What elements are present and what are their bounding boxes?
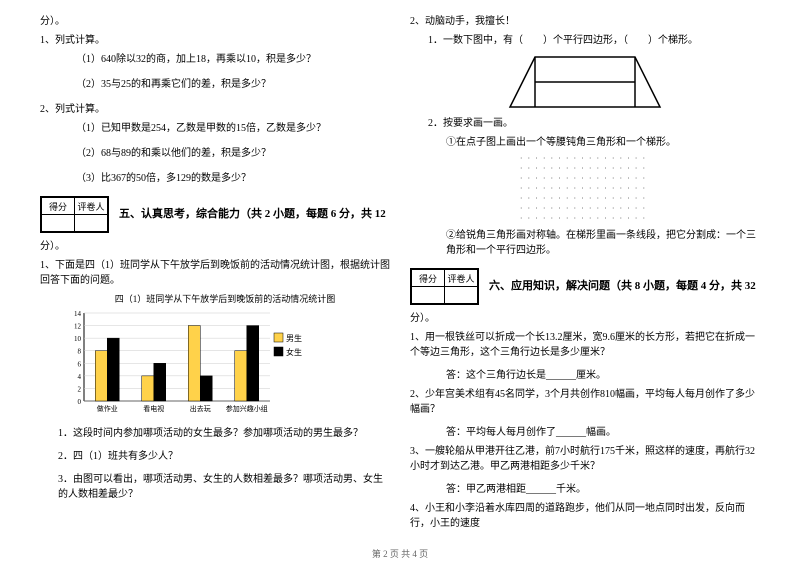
page-footer: 第 2 页 共 4 页 bbox=[0, 545, 800, 560]
q3b: 2．四（1）班共有多少人？ bbox=[40, 449, 390, 464]
q1b: （2）35与25的和再乘它们的差，积是多少？ bbox=[40, 77, 390, 92]
q2: 2、列式计算。 bbox=[40, 102, 390, 117]
svg-text:6: 6 bbox=[78, 360, 82, 368]
score-v2 bbox=[75, 215, 108, 232]
svg-text:12: 12 bbox=[74, 323, 82, 331]
dot-grid: ················· ················· ····… bbox=[475, 154, 695, 224]
svg-text:2: 2 bbox=[78, 385, 82, 393]
page: 分）。 1、列式计算。 （1）640除以32的商，加上18，再乘以10，积是多少… bbox=[0, 0, 800, 545]
p4: 4、小王和小李沿着水库四周的道路跑步，他们从同一地点同时出发，反向而行，小王的速… bbox=[410, 501, 760, 531]
r-q2b: ②给锐角三角形画对称轴。在梯形里画一条线段，把它分割成：一个三角形和一个平行四边… bbox=[410, 228, 760, 258]
r-q1a: 1．一数下图中，有（ ）个平行四边形，（ ）个梯形。 bbox=[410, 33, 760, 48]
score-h1: 得分 bbox=[412, 270, 445, 287]
chart-svg: 0 2 4 6 8 10 12 14 做作业 看电视 出去玩 参加兴趣小组 男生女生 bbox=[60, 309, 320, 419]
text: 分）。 bbox=[410, 311, 760, 326]
svg-text:14: 14 bbox=[74, 310, 82, 318]
chart: 四（1）班同学从下午放学后到晚饭前的活动情况统计图 0 2 4 6 8 10 12 14 做作业… bbox=[60, 292, 390, 422]
q3: 1、下面是四（1）班同学从下午放学后到晚饭前的活动情况统计图，根据统计图回答下面… bbox=[40, 258, 390, 288]
svg-text:10: 10 bbox=[74, 335, 82, 343]
text: 分）。 bbox=[40, 239, 390, 254]
q3a: 1．这段时间内参加哪项活动的女生最多？参加哪项活动的男生最多？ bbox=[40, 426, 390, 441]
chart-title: 四（1）班同学从下午放学后到晚饭前的活动情况统计图 bbox=[60, 292, 390, 305]
q1a: （1）640除以32的商，加上18，再乘以10，积是多少？ bbox=[40, 52, 390, 67]
p2: 2、少年宫美术组有45名同学，3个月共创作810幅画，平均每人每月创作了多少幅画… bbox=[410, 387, 760, 417]
p1: 1、用一根铁丝可以折成一个长13.2厘米，宽9.6厘米的长方形，若把它在折成一个… bbox=[410, 330, 760, 360]
score-h1: 得分 bbox=[42, 198, 75, 215]
svg-text:参加兴趣小组: 参加兴趣小组 bbox=[226, 404, 268, 413]
p1a: 答：这个三角行边长是______厘米。 bbox=[410, 368, 760, 383]
p3: 3、一艘轮船从甲港开往乙港，前7小时航行175千米，照这样的速度，再航行32小时… bbox=[410, 444, 760, 474]
section5-title: 五、认真思考，综合能力（共 2 小题，每题 6 分，共 12 bbox=[119, 205, 386, 221]
svg-text:男生: 男生 bbox=[286, 333, 302, 343]
score-box: 得分评卷人 bbox=[410, 268, 479, 305]
q1: 1、列式计算。 bbox=[40, 33, 390, 48]
r-q2: 2．按要求画一画。 bbox=[410, 116, 760, 131]
r-q2a: ①在点子图上画出一个等腰钝角三角形和一个梯形。 bbox=[410, 135, 760, 150]
q2c: （3）比367的50倍，多129的数是多少？ bbox=[40, 171, 390, 186]
score-box: 得分评卷人 bbox=[40, 196, 109, 233]
svg-text:做作业: 做作业 bbox=[97, 404, 118, 413]
score-v2 bbox=[445, 287, 478, 304]
section6-title: 六、应用知识，解决问题（共 8 小题，每题 4 分，共 32 bbox=[489, 277, 756, 293]
svg-text:8: 8 bbox=[78, 348, 82, 356]
svg-text:看电视: 看电视 bbox=[143, 404, 164, 413]
score-row: 得分评卷人 六、应用知识，解决问题（共 8 小题，每题 4 分，共 32 bbox=[410, 262, 760, 307]
p3a: 答：甲乙两港相距______千米。 bbox=[410, 482, 760, 497]
score-h2: 评卷人 bbox=[445, 270, 478, 287]
q2b: （2）68与89的和乘以他们的差，积是多少？ bbox=[40, 146, 390, 161]
svg-text:4: 4 bbox=[78, 373, 82, 381]
text: 分）。 bbox=[40, 14, 390, 29]
p2a: 答：平均每人每月创作了______幅画。 bbox=[410, 425, 760, 440]
svg-text:出去玩: 出去玩 bbox=[190, 404, 211, 413]
svg-text:女生: 女生 bbox=[286, 347, 302, 357]
svg-text:0: 0 bbox=[78, 398, 82, 406]
left-column: 分）。 1、列式计算。 （1）640除以32的商，加上18，再乘以10，积是多少… bbox=[30, 10, 400, 545]
q2a: （1）已知甲数是254，乙数是甲数的15倍，乙数是多少？ bbox=[40, 121, 390, 136]
q3c: 3．由图可以看出，哪项活动男、女生的人数相差最多？哪项活动男、女生的人数相差最少… bbox=[40, 472, 390, 502]
score-row: 得分评卷人 五、认真思考，综合能力（共 2 小题，每题 6 分，共 12 bbox=[40, 190, 390, 235]
score-v1 bbox=[412, 287, 445, 304]
r-q1: 2、动脑动手，我擅长！ bbox=[410, 14, 760, 29]
score-v1 bbox=[42, 215, 75, 232]
right-column: 2、动脑动手，我擅长！ 1．一数下图中，有（ ）个平行四边形，（ ）个梯形。 2… bbox=[400, 10, 770, 545]
score-h2: 评卷人 bbox=[75, 198, 108, 215]
trapezoid-figure bbox=[505, 52, 665, 112]
